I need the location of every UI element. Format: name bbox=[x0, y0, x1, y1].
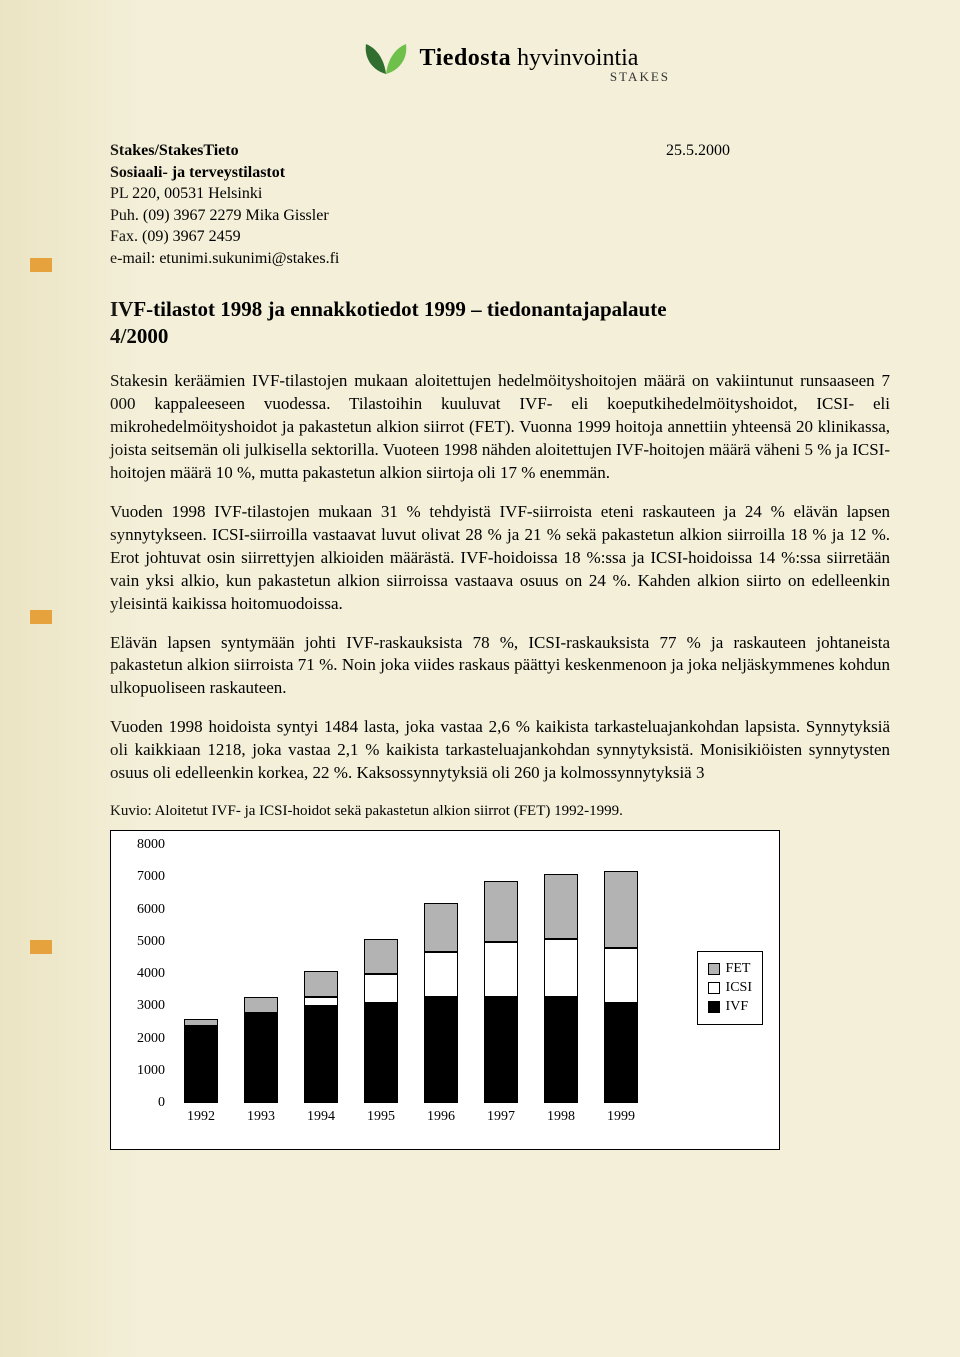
bar-segment-ivf bbox=[304, 1006, 338, 1103]
legend-swatch-ivf bbox=[708, 1001, 720, 1013]
legend-label: FET bbox=[726, 961, 751, 977]
paragraph: Stakesin keräämien IVF-tilastojen mukaan… bbox=[110, 370, 890, 485]
bar-segment-icsi bbox=[544, 939, 578, 997]
chart-box: 0 1000 2000 3000 4000 5000 6000 7000 8000 1992 199… bbox=[110, 830, 780, 1150]
y-tick-label: 7000 bbox=[137, 869, 171, 885]
bar-segment-ivf bbox=[244, 1013, 278, 1103]
paragraph: Vuoden 1998 IVF-tilastojen mukaan 31 % t… bbox=[110, 501, 890, 616]
header-date: 25.5.2000 bbox=[666, 140, 890, 270]
y-tick-label: 4000 bbox=[137, 966, 171, 982]
bar-stack bbox=[364, 939, 398, 1103]
bar-stack bbox=[544, 874, 578, 1103]
page: Tiedosta hyvinvointia STAKES Stakes/Stak… bbox=[0, 0, 960, 1357]
y-tick-label: 3000 bbox=[137, 998, 171, 1014]
x-tick-label: 1994 bbox=[307, 1103, 335, 1125]
x-tick-label: 1999 bbox=[607, 1103, 635, 1125]
header-email: e-mail: etunimi.sukunimi@stakes.fi bbox=[110, 248, 339, 270]
bar-segment-ivf bbox=[604, 1003, 638, 1103]
bar-stack bbox=[424, 903, 458, 1103]
bar-segment-icsi bbox=[604, 948, 638, 1003]
title-line1: IVF-tilastot 1998 ja ennakkotiedot 1999 … bbox=[110, 296, 890, 323]
plot-area: 0100020003000400050006000700080001992199… bbox=[171, 845, 651, 1103]
x-tick-label: 1997 bbox=[487, 1103, 515, 1125]
header-address: PL 220, 00531 Helsinki bbox=[110, 183, 339, 205]
x-tick-label: 1992 bbox=[187, 1103, 215, 1125]
document-title: IVF-tilastot 1998 ja ennakkotiedot 1999 … bbox=[110, 296, 890, 351]
header-fax: Fax. (09) 3967 2459 bbox=[110, 226, 339, 248]
header-org: Stakes/StakesTieto bbox=[110, 140, 339, 162]
header-dept: Sosiaali- ja terveystilastot bbox=[110, 162, 339, 184]
x-tick-label: 1998 bbox=[547, 1103, 575, 1125]
bar-stack bbox=[244, 997, 278, 1103]
bar-segment-fet bbox=[364, 939, 398, 974]
y-tick-label: 5000 bbox=[137, 934, 171, 950]
brand-band: Tiedosta hyvinvointia STAKES bbox=[110, 40, 890, 120]
paragraph: Vuoden 1998 hoidoista syntyi 1484 lasta,… bbox=[110, 716, 890, 785]
bar-segment-fet bbox=[604, 871, 638, 948]
y-tick-label: 0 bbox=[158, 1095, 171, 1111]
y-tick-label: 8000 bbox=[137, 837, 171, 853]
legend-label: IVF bbox=[726, 999, 749, 1015]
x-tick-label: 1996 bbox=[427, 1103, 455, 1125]
side-marker bbox=[30, 258, 52, 272]
bar-segment-fet bbox=[424, 903, 458, 951]
bar-segment-fet bbox=[484, 881, 518, 942]
bar-segment-ivf bbox=[484, 997, 518, 1103]
bar-segment-ivf bbox=[424, 997, 458, 1103]
bar-stack bbox=[184, 1019, 218, 1103]
chart-title: Kuvio: Aloitetut IVF- ja ICSI-hoidot sek… bbox=[110, 803, 890, 820]
bar-segment-icsi bbox=[304, 997, 338, 1007]
brand-bold: Tiedosta bbox=[420, 45, 512, 72]
y-tick-label: 1000 bbox=[137, 1063, 171, 1079]
brand-script: hyvinvointia bbox=[517, 45, 638, 72]
paragraph: Elävän lapsen syntymään johti IVF-raskau… bbox=[110, 632, 890, 701]
bar-stack bbox=[304, 971, 338, 1103]
x-tick-label: 1995 bbox=[367, 1103, 395, 1125]
side-marker bbox=[30, 610, 52, 624]
document-header: Stakes/StakesTieto Sosiaali- ja terveyst… bbox=[110, 140, 890, 270]
title-line2: 4/2000 bbox=[110, 323, 890, 350]
chart-legend: FET ICSI IVF bbox=[697, 951, 763, 1025]
bar-segment-icsi bbox=[484, 942, 518, 997]
bar-stack bbox=[604, 871, 638, 1103]
header-phone: Puh. (09) 3967 2279 Mika Gissler bbox=[110, 205, 339, 227]
y-tick-label: 6000 bbox=[137, 902, 171, 918]
legend-swatch-fet bbox=[708, 963, 720, 975]
bar-segment-fet bbox=[304, 971, 338, 997]
bar-segment-icsi bbox=[364, 974, 398, 1003]
y-tick-label: 2000 bbox=[137, 1031, 171, 1047]
side-marker bbox=[30, 940, 52, 954]
bar-segment-fet bbox=[544, 874, 578, 939]
bar-segment-icsi bbox=[424, 952, 458, 997]
bar-segment-ivf bbox=[364, 1003, 398, 1103]
bar-segment-fet bbox=[244, 997, 278, 1013]
bar-stack bbox=[484, 881, 518, 1104]
x-tick-label: 1993 bbox=[247, 1103, 275, 1125]
legend-swatch-icsi bbox=[708, 982, 720, 994]
leaf-icon bbox=[362, 40, 410, 76]
bar-segment-ivf bbox=[544, 997, 578, 1103]
bar-segment-ivf bbox=[184, 1026, 218, 1103]
legend-label: ICSI bbox=[726, 980, 752, 996]
